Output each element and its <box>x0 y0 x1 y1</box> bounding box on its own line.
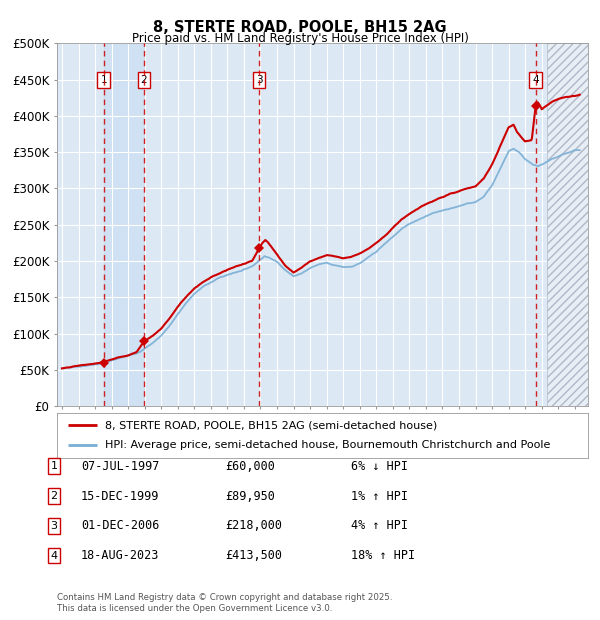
Text: 1: 1 <box>100 74 107 85</box>
Text: 15-DEC-1999: 15-DEC-1999 <box>81 490 160 502</box>
Text: 2: 2 <box>50 491 58 501</box>
Text: £89,950: £89,950 <box>225 490 275 502</box>
Text: 2: 2 <box>140 74 148 85</box>
Text: 01-DEC-2006: 01-DEC-2006 <box>81 520 160 532</box>
Text: 3: 3 <box>50 521 58 531</box>
Bar <box>547 43 588 406</box>
Text: £60,000: £60,000 <box>225 460 275 472</box>
Bar <box>104 43 144 406</box>
Bar <box>547 43 588 406</box>
Text: £413,500: £413,500 <box>225 549 282 562</box>
Text: 1: 1 <box>50 461 58 471</box>
Text: 18% ↑ HPI: 18% ↑ HPI <box>351 549 415 562</box>
Text: HPI: Average price, semi-detached house, Bournemouth Christchurch and Poole: HPI: Average price, semi-detached house,… <box>105 440 550 450</box>
Text: 8, STERTE ROAD, POOLE, BH15 2AG (semi-detached house): 8, STERTE ROAD, POOLE, BH15 2AG (semi-de… <box>105 420 437 430</box>
Text: 3: 3 <box>256 74 262 85</box>
Text: 18-AUG-2023: 18-AUG-2023 <box>81 549 160 562</box>
Text: 4: 4 <box>532 74 539 85</box>
Text: 4: 4 <box>50 551 58 560</box>
Text: 1% ↑ HPI: 1% ↑ HPI <box>351 490 408 502</box>
Text: 4% ↑ HPI: 4% ↑ HPI <box>351 520 408 532</box>
Text: Price paid vs. HM Land Registry's House Price Index (HPI): Price paid vs. HM Land Registry's House … <box>131 32 469 45</box>
Text: £218,000: £218,000 <box>225 520 282 532</box>
Text: 07-JUL-1997: 07-JUL-1997 <box>81 460 160 472</box>
Text: 6% ↓ HPI: 6% ↓ HPI <box>351 460 408 472</box>
Text: 8, STERTE ROAD, POOLE, BH15 2AG: 8, STERTE ROAD, POOLE, BH15 2AG <box>153 20 447 35</box>
Text: Contains HM Land Registry data © Crown copyright and database right 2025.
This d: Contains HM Land Registry data © Crown c… <box>57 593 392 613</box>
